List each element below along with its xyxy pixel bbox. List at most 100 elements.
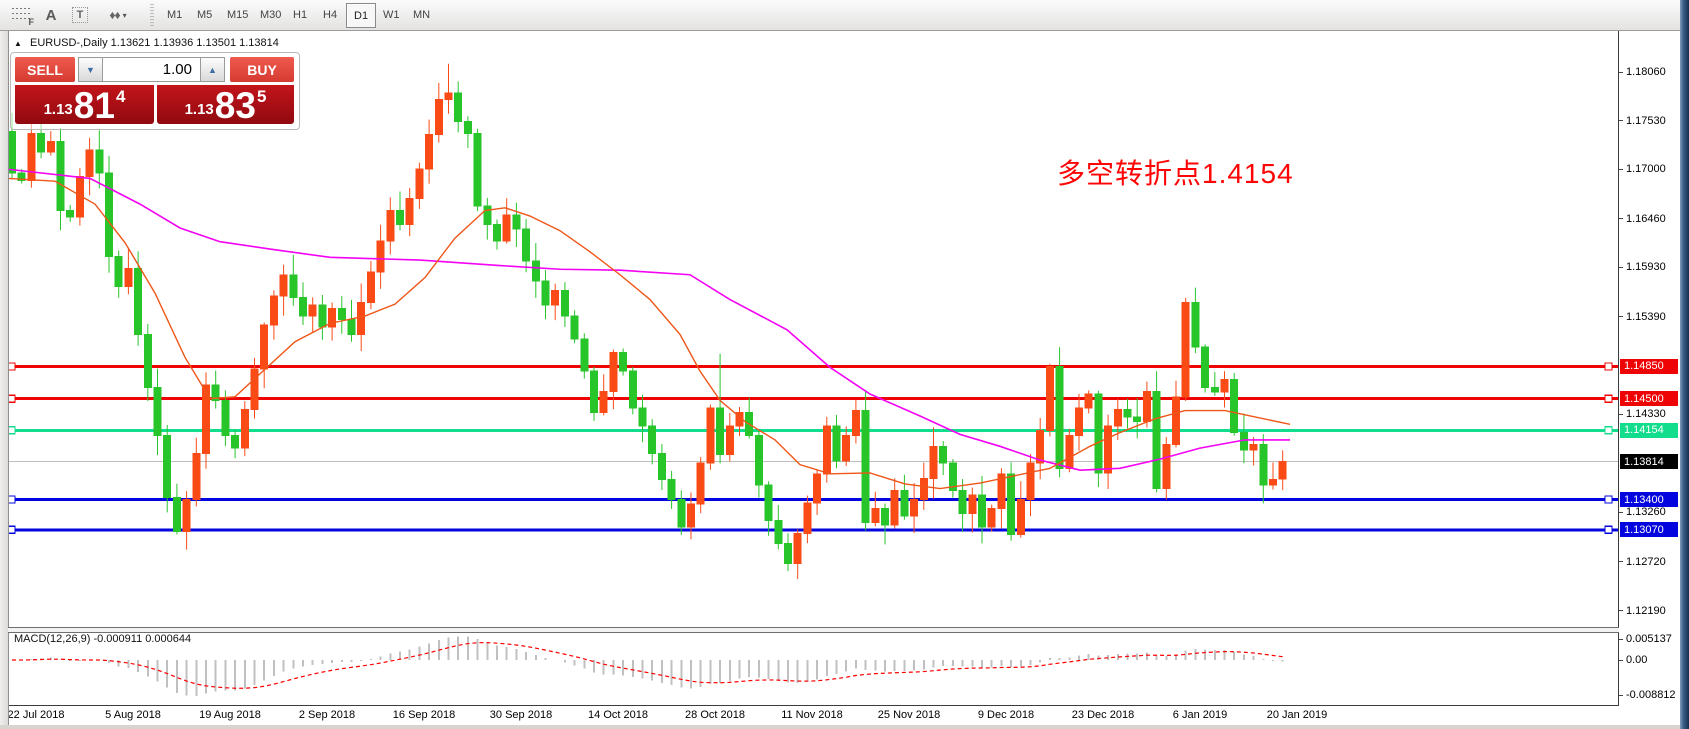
window-right-border (1680, 0, 1689, 729)
date-tick-label: 28 Oct 2018 (685, 709, 745, 721)
date-tick-label: 23 Dec 2018 (1071, 709, 1135, 721)
line-handle[interactable] (1604, 525, 1613, 534)
moving-average-slow-line (8, 168, 1290, 471)
price-tick-label: 1.12720 (1626, 555, 1666, 568)
timeframe-button-h1[interactable]: H1 (293, 8, 308, 21)
candle-body (599, 390, 608, 413)
symbol-ohlc-text: EURUSD-,Daily 1.13621 1.13936 1.13501 1.… (29, 37, 279, 49)
candle-body (638, 407, 647, 427)
candle-body (1104, 425, 1113, 474)
sell-price-quote[interactable]: 1.13 81 4 (15, 85, 154, 124)
candle-body (1172, 396, 1180, 445)
candle-body (66, 210, 75, 218)
line-handle[interactable] (1604, 394, 1613, 403)
date-tick-label: 25 Nov 2018 (877, 709, 941, 721)
line-handle[interactable] (1604, 362, 1613, 371)
arrows-tool-button[interactable]: ♦♦ ▾ (100, 3, 136, 27)
date-tick-label: 6 Jan 2019 (1172, 709, 1228, 721)
candle-body (667, 478, 676, 501)
line-handle[interactable] (1604, 426, 1613, 435)
line-handle[interactable] (8, 362, 16, 371)
one-click-trade-panel: SELL ▼ ▲ BUY 1.13 81 4 1.13 83 5 (10, 52, 300, 130)
line-handle[interactable] (8, 525, 16, 534)
candle-body (609, 352, 618, 392)
candle-body (386, 210, 395, 242)
price-tick-label: 1.17530 (1626, 114, 1666, 127)
candle-body (95, 149, 104, 174)
date-tick-label: 9 Dec 2018 (977, 709, 1035, 721)
candle-body (774, 520, 783, 545)
candle-body (192, 453, 201, 501)
candle-body (541, 280, 550, 306)
date-tick-label: 30 Sep 2018 (489, 709, 553, 721)
timeframe-button-w1[interactable]: W1 (383, 8, 400, 21)
panel-splitter[interactable] (8, 627, 1619, 633)
candle-body (861, 410, 870, 523)
candle-body (657, 453, 666, 480)
buy-button[interactable]: BUY (230, 57, 294, 82)
line-handle[interactable] (8, 394, 16, 403)
label-tool-icon: T (71, 7, 89, 23)
line-handle[interactable] (1604, 495, 1613, 504)
line-handle[interactable] (8, 426, 16, 435)
sell-button[interactable]: SELL (15, 57, 75, 82)
sell-price-pip: 4 (115, 87, 126, 106)
timeframe-button-d1[interactable]: D1 (346, 3, 377, 28)
toolbar-grip[interactable] (150, 4, 154, 26)
timeframe-button-mn[interactable]: MN (413, 8, 431, 21)
candle-body (696, 462, 705, 505)
candle-body (851, 410, 860, 436)
text-tool-button[interactable]: A (40, 3, 62, 27)
candle-body (842, 434, 851, 462)
price-tick-label: 1.15390 (1626, 310, 1666, 323)
candle-body (405, 198, 414, 225)
macd-tick-mark (1619, 694, 1623, 696)
candle-body (1181, 301, 1190, 398)
candle-body (37, 132, 46, 153)
candle-body (269, 295, 278, 326)
candle-body (182, 499, 191, 533)
price-axis[interactable]: 1.18060 1.17530 1.17000 1.16460 1.15930 1.153… (1619, 30, 1680, 706)
candle-body (279, 274, 288, 297)
candle-body (822, 425, 831, 475)
volume-increase-button[interactable]: ▲ (200, 57, 225, 82)
candle-body (754, 434, 763, 486)
candle-body (425, 133, 434, 170)
timeframe-button-m30[interactable]: M30 (260, 8, 282, 21)
candle-body (677, 499, 686, 528)
date-axis[interactable]: 22 Jul 2018 5 Aug 2018 19 Aug 2018 2 Sep 20… (8, 706, 1619, 725)
candle-body (793, 532, 802, 565)
price-tick-label: 1.17000 (1626, 163, 1666, 176)
timeframe-button-m15[interactable]: M15 (227, 8, 249, 21)
candle-body (813, 473, 822, 504)
timeframe-button-m5[interactable]: M5 (197, 8, 213, 21)
timeframe-button-h4[interactable]: H4 (323, 8, 338, 21)
candle-body (1026, 462, 1035, 501)
line-handle[interactable] (8, 495, 16, 504)
collapse-panel-icon[interactable]: ▲ (14, 39, 22, 48)
volume-decrease-button[interactable]: ▼ (78, 57, 103, 82)
current-price-label: 1.13814 (1620, 454, 1678, 470)
candle-body (968, 494, 977, 514)
candle-body (483, 205, 492, 225)
fibo-lines-tool-button[interactable]: F (8, 3, 36, 27)
volume-input[interactable] (103, 57, 200, 82)
price-tick-mark (1619, 71, 1623, 73)
candle-body (85, 149, 94, 178)
macd-indicator-canvas[interactable] (8, 630, 1619, 705)
candle-body (987, 508, 996, 528)
candle-body (8, 131, 16, 174)
date-tick-label: 22 Jul 2018 (7, 709, 65, 721)
label-tool-button[interactable]: T (68, 3, 92, 27)
candle-body (832, 425, 841, 462)
candle-body (231, 434, 240, 449)
timeframe-button-m1[interactable]: M1 (167, 8, 183, 21)
price-tick-label: 1.14330 (1626, 408, 1666, 421)
candle-body (531, 260, 540, 282)
price-chart-canvas[interactable] (8, 30, 1619, 627)
buy-price-quote[interactable]: 1.13 83 5 (157, 85, 294, 124)
price-tick-mark (1619, 120, 1623, 122)
date-tick-label: 2 Sep 2018 (298, 709, 356, 721)
price-tick-mark (1619, 218, 1623, 220)
chart-panel-frame (8, 30, 1619, 706)
